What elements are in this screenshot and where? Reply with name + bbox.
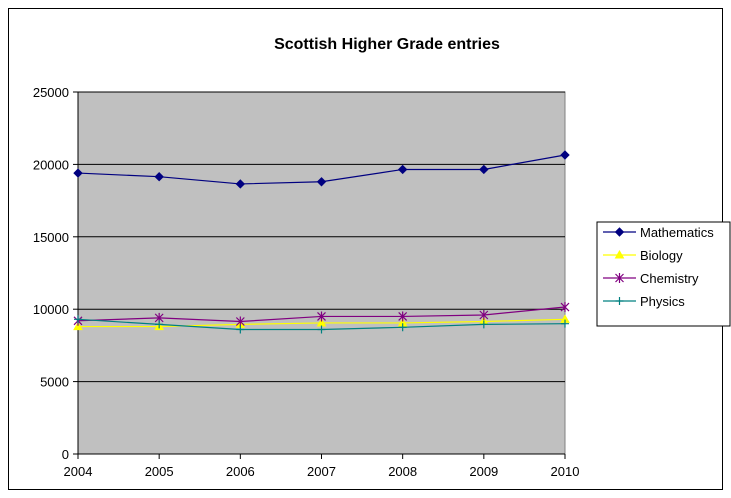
legend-label: Chemistry [640, 271, 699, 286]
mathematics-point [154, 172, 164, 182]
mathematics-series [73, 150, 570, 189]
y-tick-label: 25000 [33, 85, 69, 100]
chemistry-point [317, 311, 326, 322]
physics-point [398, 323, 407, 332]
mathematics-point [397, 164, 408, 175]
legend-item-biology: Biology [603, 248, 683, 263]
legend-item-chemistry: Chemistry [603, 271, 699, 286]
y-tick-label: 15000 [33, 230, 69, 245]
x-tick-label: 2007 [307, 464, 336, 479]
chemistry-point [560, 302, 570, 313]
chemistry-point [479, 309, 489, 320]
x-tick-label: 2005 [145, 464, 174, 479]
legend-label: Mathematics [640, 225, 714, 240]
physics-point [236, 325, 245, 334]
legend-entries: Mathematics Biology Chemistry Physics [603, 225, 714, 309]
plot-area [77, 91, 566, 455]
mathematics-point [560, 150, 570, 160]
physics-point [317, 325, 326, 334]
mathematics-point [316, 177, 327, 187]
legend-item-physics: Physics [603, 294, 685, 309]
physics-point [155, 320, 164, 329]
legend-marker [615, 273, 624, 283]
mathematics-point [73, 168, 83, 178]
legend-label: Biology [640, 248, 683, 263]
physics-point [479, 320, 488, 329]
x-tick-label: 2004 [64, 464, 93, 479]
y-tick-label: 10000 [33, 302, 69, 317]
mathematics-point [235, 179, 246, 189]
x-tick-label: 2006 [226, 464, 255, 479]
biology-point [73, 321, 83, 331]
legend-marker [615, 297, 624, 305]
y-tick-label: 5000 [40, 375, 69, 390]
mathematics-point [479, 164, 489, 175]
legend-item-mathematics: Mathematics [603, 225, 714, 240]
x-tick-label: 2009 [469, 464, 498, 479]
physics-point [74, 315, 82, 324]
legend-marker [614, 227, 625, 237]
y-tick-label: 0 [62, 447, 69, 462]
physics-point [561, 319, 569, 328]
y-tick-label: 20000 [33, 157, 69, 172]
series-layer [73, 150, 570, 334]
chemistry-point [398, 311, 408, 322]
x-tick-label: 2008 [388, 464, 417, 479]
axes: 0 5000 10000 15000 20000 25000 2004 2005 2006 200… [33, 85, 580, 479]
x-tick-label: 2010 [551, 464, 580, 479]
gridlines [78, 91, 565, 383]
chemistry-series [73, 302, 570, 327]
chemistry-point [235, 316, 245, 327]
physics-series [74, 315, 569, 334]
legend-label: Physics [640, 294, 685, 309]
chart-title: Scottish Higher Grade entries [274, 36, 500, 53]
legend-marker [614, 249, 625, 259]
